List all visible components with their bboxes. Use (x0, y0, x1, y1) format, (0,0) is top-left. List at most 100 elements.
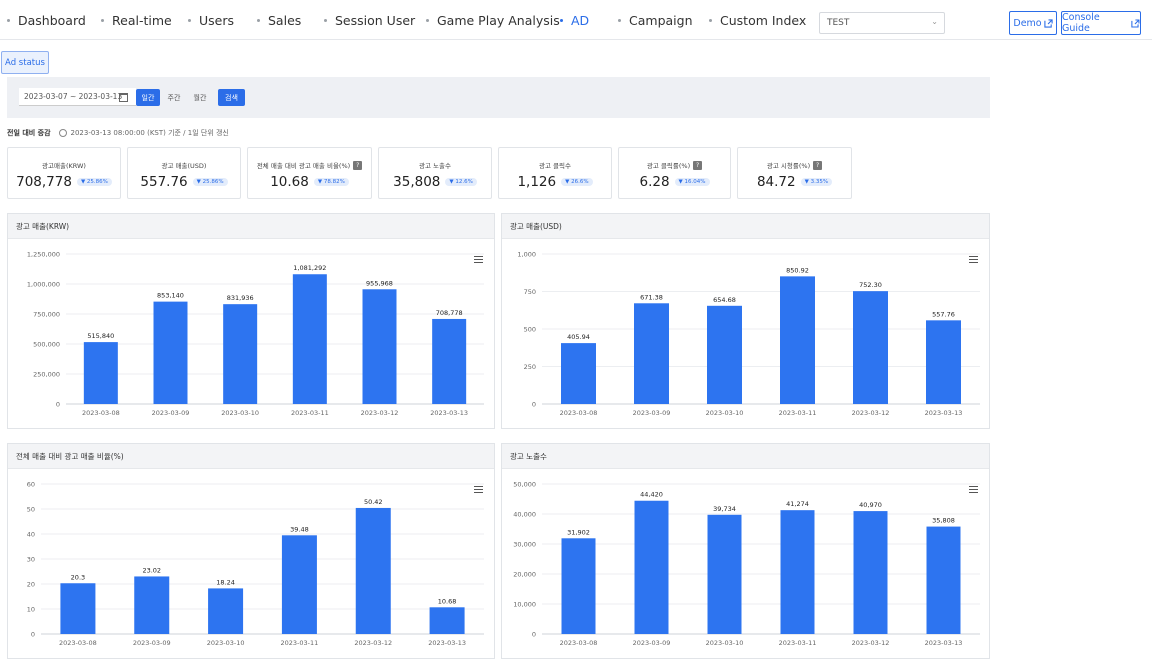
x-tick-label: 2023-03-13 (428, 639, 466, 647)
bar-value-label: 955,968 (366, 279, 393, 287)
nav-item-users[interactable]: Users (188, 0, 234, 40)
bar-chart-revenue-krw: 0 250,000 500,000 750,000 1,000,000 1,250,000… (27, 251, 484, 417)
bar (926, 526, 961, 634)
metric-value-row: 708,778 ▼ 25.86% (8, 174, 120, 190)
metric-label: 광고 노출수 (419, 162, 451, 170)
metric-label-row: 광고 노출수 (379, 160, 491, 170)
metric-label-row: 광고 클릭수 (499, 160, 611, 170)
bar (362, 289, 397, 404)
bar (853, 291, 888, 404)
date-range-input[interactable]: 2023-03-07 ~ 2023-03-13 (19, 88, 136, 106)
x-tick-label: 2023-03-13 (925, 639, 963, 647)
change-badge: ▼ 16.04% (674, 178, 710, 186)
bullet-icon (618, 18, 621, 22)
help-icon[interactable]: ? (353, 160, 363, 170)
nav-item-label: Dashboard (18, 12, 86, 28)
nav-item-campaign[interactable]: Campaign (618, 0, 693, 40)
nav-item-dashboard[interactable]: Dashboard (7, 0, 86, 40)
help-icon[interactable]: ? (813, 160, 823, 170)
bar (134, 576, 170, 634)
metric-value-row: 6.28 ▼ 16.04% (619, 174, 730, 190)
bar-value-label: 23.02 (142, 566, 161, 574)
metric-value: 10.68 (270, 174, 309, 190)
bar-value-label: 708,778 (436, 309, 463, 317)
x-tick-label: 2023-03-08 (82, 409, 120, 417)
nav-item-ad[interactable]: AD (560, 0, 589, 40)
x-tick-label: 2023-03-11 (291, 409, 329, 417)
y-tick-label: 0 (532, 631, 536, 639)
project-select[interactable]: TEST ⌄ (819, 12, 945, 34)
nav-item-label: Real-time (112, 12, 172, 28)
x-tick-label: 2023-03-09 (633, 639, 671, 647)
y-tick-label: 0 (532, 401, 536, 409)
x-tick-label: 2023-03-10 (706, 409, 744, 417)
bar-value-label: 50.42 (364, 498, 383, 506)
bar (853, 511, 888, 634)
x-tick-label: 2023-03-12 (361, 409, 399, 417)
x-tick-label: 2023-03-12 (354, 639, 392, 647)
bar (153, 301, 188, 404)
search-button[interactable]: 검색 (218, 89, 245, 106)
y-tick-label: 750,000 (33, 311, 60, 319)
chevron-down-icon: ⌄ (931, 17, 938, 26)
chart-title: 광고 매출(USD) (502, 214, 989, 239)
y-tick-label: 40,000 (513, 511, 536, 519)
external-link-icon (1043, 18, 1053, 28)
x-tick-label: 2023-03-09 (133, 639, 171, 647)
x-tick-label: 2023-03-11 (281, 639, 319, 647)
demo-button-label: Demo (1013, 17, 1042, 29)
metric-value-row: 84.72 ▼ 3.35% (738, 174, 851, 190)
calendar-icon[interactable] (119, 93, 128, 102)
x-tick-label: 2023-03-09 (152, 409, 190, 417)
bar-value-label: 405.94 (567, 333, 590, 341)
y-tick-label: 20,000 (513, 571, 536, 579)
tab-ad-status[interactable]: Ad status (1, 51, 49, 74)
change-badge: ▼ 25.86% (76, 178, 112, 186)
bar-value-label: 39.48 (290, 525, 309, 533)
period-monthly-button[interactable]: 월간 (188, 89, 212, 106)
bullet-icon (324, 18, 327, 22)
bar (83, 342, 118, 404)
bar-chart-revenue-usd: 0 250 500 750 1,000 405.94 2023-03-08 671.38 202… (517, 251, 980, 417)
metric-value-row: 35,808 ▼ 12.6% (379, 174, 491, 190)
nav-item-session-user[interactable]: Session User (324, 0, 415, 40)
y-tick-label: 10 (27, 606, 35, 614)
metric-value: 557.76 (140, 174, 188, 190)
filter-bar: 2023-03-07 ~ 2023-03-13 일간 주간 월간 검색 (7, 77, 990, 118)
nav-item-sales[interactable]: Sales (257, 0, 301, 40)
nav-item-game-play-analysis[interactable]: Game Play Analysis (426, 0, 560, 40)
bar (208, 588, 244, 634)
bar-value-label: 850.92 (786, 266, 809, 274)
x-tick-label: 2023-03-08 (59, 639, 97, 647)
nav-item-real-time[interactable]: Real-time (101, 0, 172, 40)
y-tick-label: 30 (27, 556, 35, 564)
period-weekly-button[interactable]: 주간 (162, 89, 186, 106)
chart-title: 광고 노출수 (502, 444, 989, 469)
bar-value-label: 31,902 (567, 528, 590, 536)
nav-item-label: Session User (335, 12, 416, 28)
menu-icon[interactable] (969, 486, 978, 493)
menu-icon[interactable] (969, 256, 978, 263)
metric-value: 84.72 (756, 174, 796, 190)
bullet-icon (709, 18, 712, 22)
menu-icon[interactable] (474, 486, 483, 493)
demo-button[interactable]: Demo (1009, 11, 1057, 35)
bar (355, 507, 391, 634)
chart-panel-impressions: 광고 노출수 0 10,000 20,000 30,000 40,000 50,000 31… (501, 443, 990, 659)
y-tick-label: 0 (31, 631, 35, 639)
nav-item-custom-index[interactable]: Custom Index (709, 0, 806, 40)
y-tick-label: 1,250,000 (27, 251, 60, 259)
console-guide-button[interactable]: Console Guide (1061, 11, 1141, 35)
bullet-icon (101, 18, 104, 22)
metric-card: 광고 클릭수 1,126 ▼ 26.6% (498, 147, 612, 199)
y-tick-label: 10,000 (513, 601, 536, 609)
help-icon[interactable]: ? (693, 160, 703, 170)
period-daily-button[interactable]: 일간 (136, 89, 160, 106)
y-tick-label: 750 (524, 288, 536, 296)
external-link-icon (1131, 18, 1140, 28)
bar-value-label: 654.68 (713, 296, 736, 304)
summary-note: 2023-03-13 08:00:00 (KST) 기준 / 1일 단위 갱신 (70, 129, 229, 137)
metric-value-row: 10.68 ▼ 78.82% (248, 174, 371, 190)
menu-icon[interactable] (474, 256, 483, 263)
metric-card: 광고 노출수 35,808 ▼ 12.6% (378, 147, 492, 199)
